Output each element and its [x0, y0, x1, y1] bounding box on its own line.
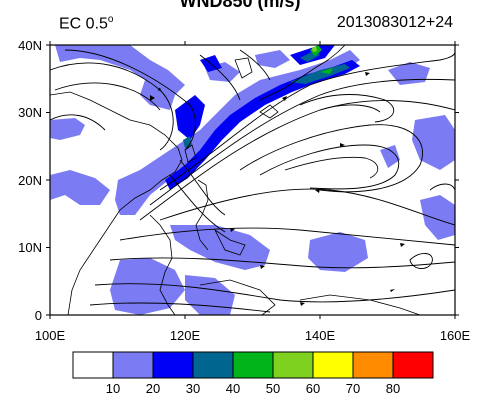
colorbar-level-label: 50 [266, 381, 280, 396]
map-plot-area [50, 45, 455, 315]
colorbar-swatch [192, 351, 234, 379]
colorbar-swatch [312, 351, 354, 379]
model-label-text: EC 0.5 [59, 15, 108, 33]
lat-tick-label: 20N [18, 173, 42, 188]
colorbar: 10 20 30 40 50 60 70 80 [72, 351, 434, 396]
forecast-time-label: 2013083012+24 [336, 14, 453, 31]
lon-tick-label: 140E [305, 328, 336, 343]
colorbar-level-label: 10 [106, 381, 120, 396]
model-label: EC 0.5o [59, 14, 113, 33]
colorbar-swatch [352, 351, 394, 379]
axis-ticks [46, 41, 459, 319]
lon-tick-label: 120E [170, 328, 201, 343]
degree-superscript: o [107, 14, 114, 25]
colorbar-level-label: 20 [146, 381, 160, 396]
coastlines [50, 45, 421, 315]
wind-shading-50-60 [312, 46, 317, 52]
colorbar-level-label: 60 [306, 381, 320, 396]
colorbar-swatch [72, 351, 114, 379]
lat-tick-label: 0 [35, 308, 42, 323]
lat-tick-label: 10N [18, 240, 42, 255]
lat-tick-label: 30N [18, 105, 42, 120]
map-title: WND850 (m/s) [179, 0, 301, 11]
colorbar-swatch [232, 351, 274, 379]
streamlines [50, 49, 455, 313]
colorbar-level-label: 40 [226, 381, 240, 396]
colorbar-swatch [152, 351, 194, 379]
wind-shading-10-20 [50, 45, 455, 315]
lon-tick-label: 100E [35, 328, 66, 343]
colorbar-swatch [272, 351, 314, 379]
colorbar-swatch [112, 351, 154, 379]
colorbar-swatch [392, 351, 434, 379]
lat-tick-label: 40N [18, 38, 42, 53]
colorbar-level-label: 30 [186, 381, 200, 396]
colorbar-level-label: 80 [386, 381, 400, 396]
colorbar-level-label: 70 [346, 381, 360, 396]
lon-tick-label: 160E [440, 328, 471, 343]
streamline-arrows [150, 72, 405, 306]
